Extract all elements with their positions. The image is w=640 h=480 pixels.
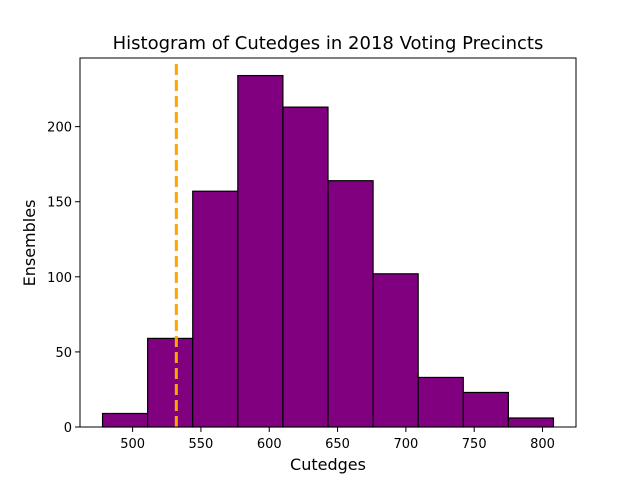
histogram-bar-9 (462, 391, 509, 428)
histogram-bar-7 (372, 273, 419, 428)
x-axis-label: Cutedges (290, 455, 366, 474)
histogram-bar-3 (192, 190, 239, 428)
y-tick-label: 100 (47, 271, 72, 286)
x-tick-label: 700 (393, 437, 418, 452)
y-axis-ticks: 0 50 100 150 200 (47, 121, 80, 436)
x-axis-ticks: 500 550 600 650 700 750 800 (120, 427, 555, 452)
histogram-bar-1 (101, 412, 149, 428)
histogram-bar-6 (327, 180, 374, 428)
x-tick-label: 650 (325, 437, 350, 452)
histogram-bar-4 (237, 74, 284, 428)
chart-title: Histogram of Cutedges in 2018 Voting Pre… (113, 33, 544, 54)
x-tick-label: 800 (530, 437, 555, 452)
x-tick-label: 600 (257, 437, 282, 452)
histogram-bar-5 (282, 106, 329, 428)
bars-group (101, 74, 555, 428)
y-tick-label: 0 (64, 421, 72, 436)
y-tick-label: 150 (47, 196, 72, 211)
x-tick-label: 550 (189, 437, 214, 452)
histogram-bar-8 (417, 376, 464, 428)
plot-frame (79, 57, 577, 428)
y-axis-label: Ensembles (20, 200, 39, 287)
y-tick-label: 200 (47, 121, 72, 136)
histogram-bar-2 (147, 337, 194, 428)
y-tick-label: 50 (55, 346, 72, 361)
x-tick-label: 750 (462, 437, 487, 452)
x-tick-label: 500 (120, 437, 145, 452)
histogram-bar-10 (507, 417, 555, 428)
